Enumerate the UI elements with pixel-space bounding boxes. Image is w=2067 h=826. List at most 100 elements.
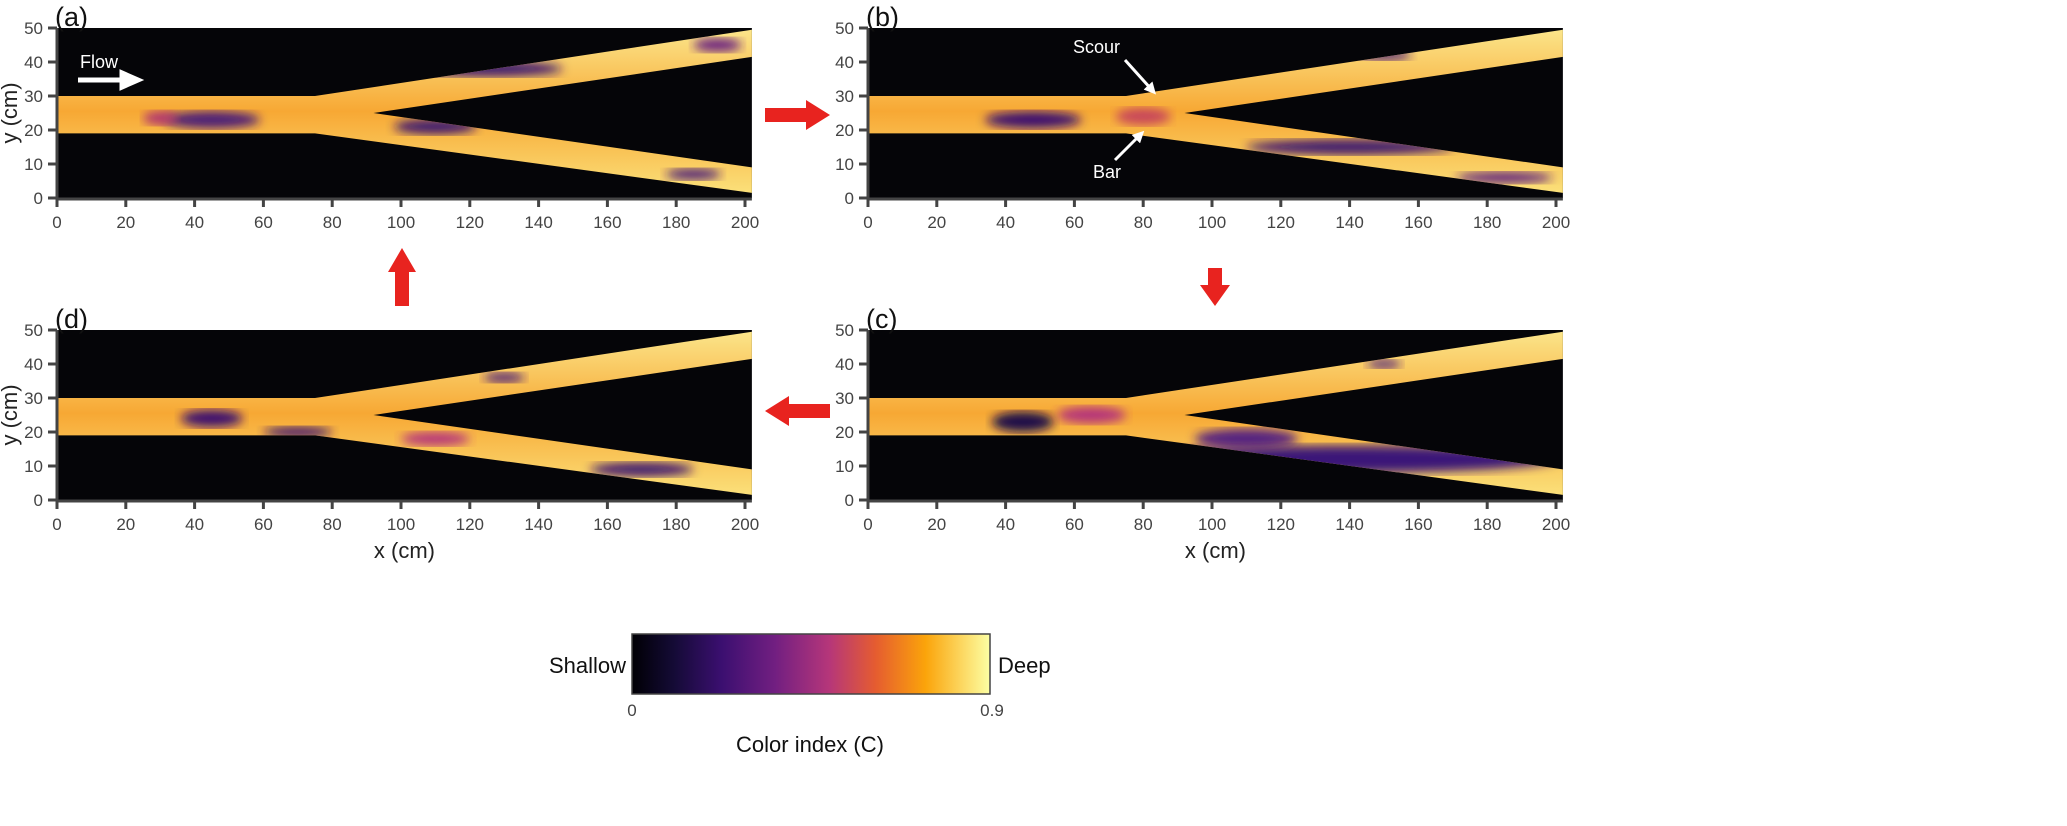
x-tick-label: 200	[731, 213, 759, 232]
y-tick-label: 20	[835, 121, 854, 140]
y-tick-label: 0	[845, 491, 854, 510]
panel-a: 0 20 40 60 80 100 120 140 160 180 200 0 10 20 30 40 50 (a…	[0, 2, 759, 232]
x-tick-label: 180	[662, 515, 690, 534]
x-tick-label: 200	[731, 515, 759, 534]
colorbar-max-label: 0.9	[980, 701, 1004, 720]
shallow-zone	[401, 432, 470, 446]
x-tick-label: 100	[1198, 515, 1226, 534]
bar-arrow-icon	[1113, 130, 1145, 162]
shallow-zone	[590, 462, 694, 477]
y-tick-label: 50	[835, 321, 854, 340]
shallow-zone	[991, 411, 1054, 432]
x-tick-label: 100	[1198, 213, 1226, 232]
x-tick-label: 40	[185, 515, 204, 534]
arrow-up-icon	[388, 248, 416, 306]
y-tick-label: 30	[24, 389, 43, 408]
x-tick-label: 40	[996, 515, 1015, 534]
x-tick-label: 160	[1404, 213, 1432, 232]
colorbar-title: Color index (C)	[736, 732, 884, 757]
x-tick-label: 160	[593, 213, 621, 232]
shallow-zone	[1057, 406, 1126, 424]
colorbar-gradient	[631, 633, 991, 695]
y-axis-label: y (cm)	[0, 384, 22, 445]
y-tick-label: 40	[24, 53, 43, 72]
shallow-zones	[984, 50, 1553, 184]
x-tick-label: 0	[52, 515, 61, 534]
x-tick-label: 180	[1473, 213, 1501, 232]
x-tick-label: 60	[254, 515, 273, 534]
y-tick-label: 0	[34, 491, 43, 510]
shallow-zone	[1194, 428, 1298, 449]
y-tick-label: 40	[835, 355, 854, 374]
panel-label: (b)	[866, 2, 899, 32]
flow-arrow-icon	[78, 69, 145, 91]
x-tick-label: 60	[1065, 213, 1084, 232]
x-tick-label: 80	[323, 515, 342, 534]
panel-b: 0 20 40 60 80 100 120 140 160 180 200 0 10 20 30 40 50 (b…	[835, 2, 1570, 232]
y-tick-label: 30	[835, 389, 854, 408]
shallow-zone	[984, 111, 1082, 129]
x-tick-label: 200	[1542, 213, 1570, 232]
x-tick-label: 140	[1335, 213, 1363, 232]
y-tick-label: 20	[24, 423, 43, 442]
x-tick-label: 80	[1134, 213, 1153, 232]
x-tick-label: 20	[116, 515, 135, 534]
y-tick-label: 0	[34, 189, 43, 208]
y-tick-label: 20	[835, 423, 854, 442]
x-axis-label: x (cm)	[374, 538, 435, 563]
shallow-zone	[1456, 172, 1553, 184]
y-axis-label: y (cm)	[0, 82, 22, 143]
panel-label: (a)	[55, 2, 88, 32]
y-tick-label: 10	[835, 155, 854, 174]
x-tick-label: 180	[662, 213, 690, 232]
x-tick-label: 80	[1134, 515, 1153, 534]
scour-annotation: Scour	[1073, 37, 1157, 95]
x-tick-label: 20	[927, 515, 946, 534]
channel-bed	[57, 29, 752, 193]
arrow-right-icon	[765, 100, 830, 130]
x-tick-label: 0	[52, 213, 61, 232]
y-tick-label: 10	[24, 457, 43, 476]
x-tick-label: 40	[996, 213, 1015, 232]
shallow-zones	[180, 372, 694, 477]
channel-bed	[57, 331, 752, 495]
x-axis-label: x (cm)	[1185, 538, 1246, 563]
x-tick-label: 40	[185, 213, 204, 232]
x-tick-label: 160	[593, 515, 621, 534]
bar-annotation: Bar	[1093, 130, 1145, 182]
x-tick-label: 120	[456, 213, 484, 232]
colorbar-deep-label: Deep	[998, 653, 1051, 678]
colorbar: Shallow Deep 0 0.9 Color index (C)	[549, 633, 1051, 757]
x-tick-label: 120	[456, 515, 484, 534]
panel-label: (c)	[866, 304, 897, 334]
y-tick-label: 0	[845, 189, 854, 208]
arrow-left-icon	[765, 396, 830, 426]
colorbar-min-label: 0	[627, 701, 636, 720]
x-tick-label: 0	[863, 213, 872, 232]
shallow-zone	[693, 38, 742, 52]
shallow-zone	[143, 111, 178, 125]
shallow-zone	[163, 111, 260, 129]
flow-annotation: Flow	[78, 52, 145, 91]
y-tick-label: 50	[835, 19, 854, 38]
x-tick-label: 160	[1404, 515, 1432, 534]
x-tick-label: 140	[524, 515, 552, 534]
y-tick-label: 50	[24, 321, 43, 340]
y-tick-label: 30	[835, 87, 854, 106]
flow-label: Flow	[80, 52, 119, 72]
shallow-zone	[1366, 359, 1402, 369]
x-tick-label: 140	[524, 213, 552, 232]
x-tick-label: 140	[1335, 515, 1363, 534]
x-tick-label: 120	[1267, 515, 1295, 534]
panel-c: 0 20 40 60 80 100 120 140 160 180 200 0 10 20 30 40 50 (c…	[835, 304, 1570, 563]
x-tick-label: 20	[116, 213, 135, 232]
x-tick-label: 200	[1542, 515, 1570, 534]
y-tick-label: 40	[24, 355, 43, 374]
y-tick-label: 30	[24, 87, 43, 106]
x-tick-label: 100	[387, 515, 415, 534]
shallow-zone	[1115, 107, 1171, 125]
x-tick-label: 0	[863, 515, 872, 534]
shallow-zone	[665, 168, 721, 180]
x-tick-label: 120	[1267, 213, 1295, 232]
